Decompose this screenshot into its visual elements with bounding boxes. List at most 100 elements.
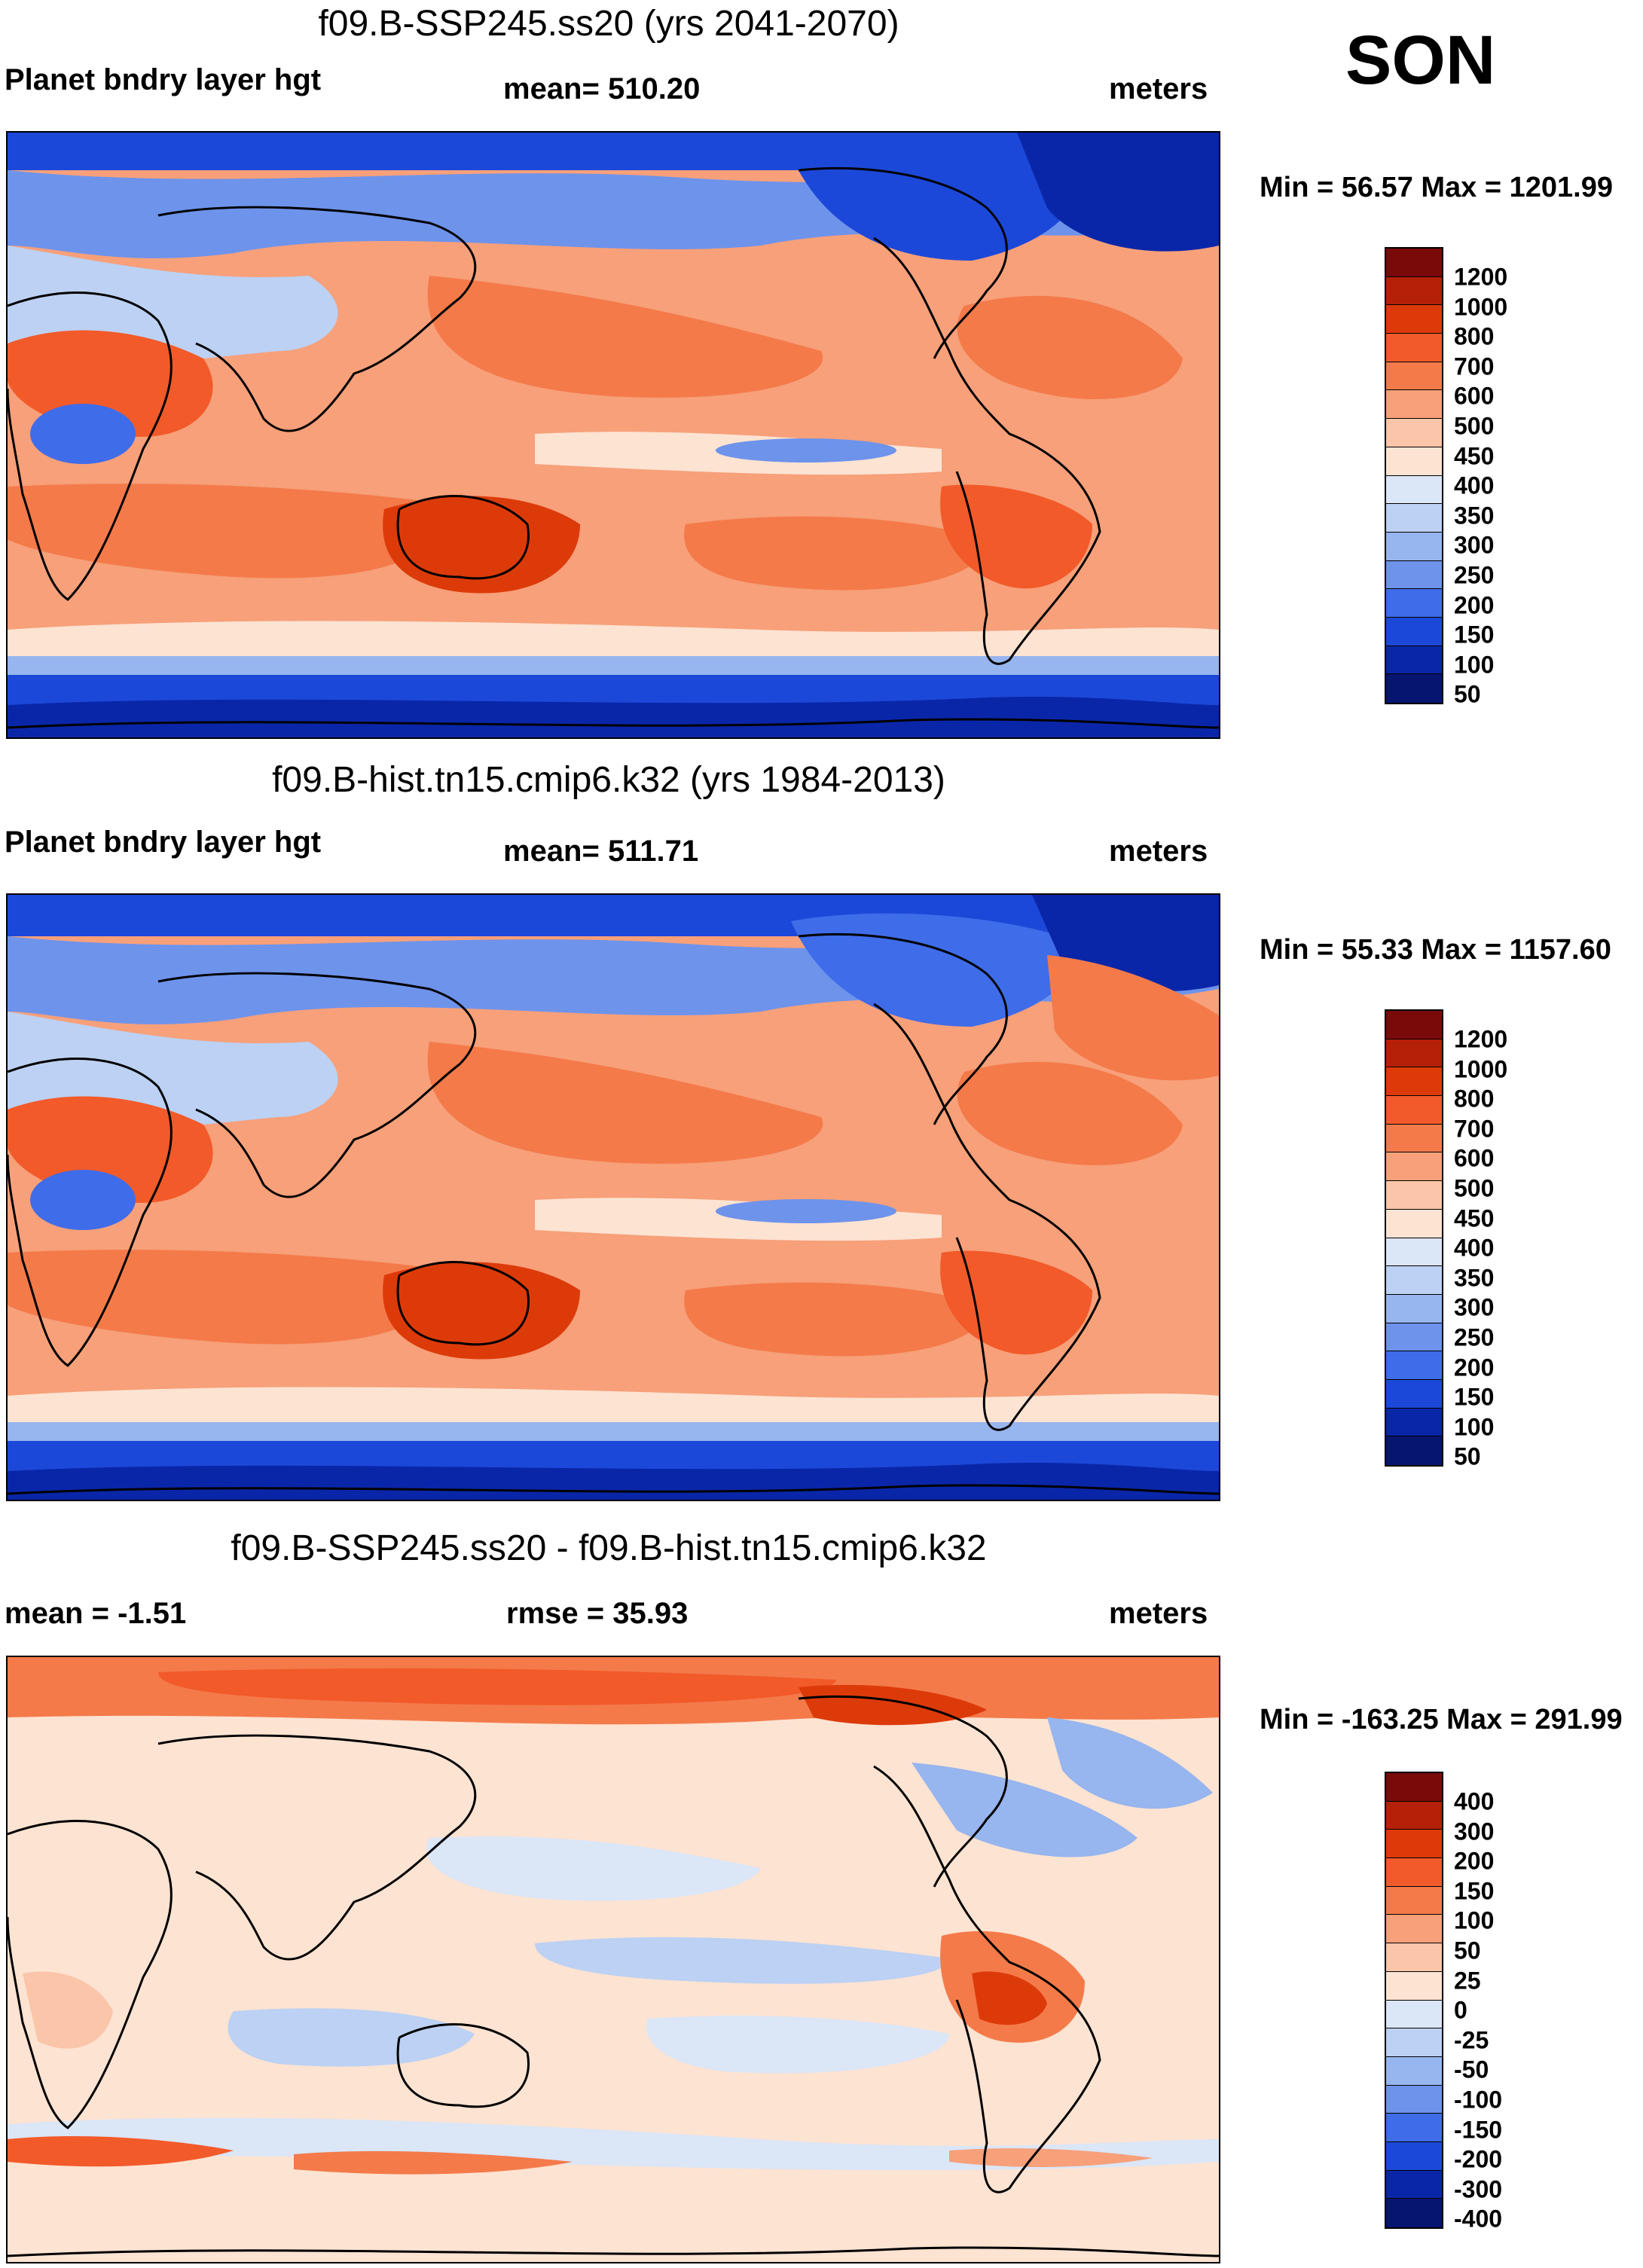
panel1-swatch xyxy=(1386,362,1442,391)
panel2-tick: 500 xyxy=(1454,1174,1495,1202)
panel3-tick: -300 xyxy=(1454,2175,1503,2203)
panel3-swatch xyxy=(1386,2000,1442,2029)
season-label: SON xyxy=(1345,22,1496,99)
panel1-swatch xyxy=(1386,560,1442,590)
panel2-swatch xyxy=(1386,1152,1442,1182)
panel2-swatch xyxy=(1386,1266,1442,1295)
panel3-map xyxy=(6,1656,1220,2263)
panel1-mean-label: mean= 510.20 xyxy=(503,72,701,105)
panel1-tick: 400 xyxy=(1454,472,1495,499)
panel2-tick: 350 xyxy=(1454,1264,1495,1292)
panel1-tick: 800 xyxy=(1454,322,1495,350)
panel3-tick: 150 xyxy=(1454,1877,1495,1905)
panel2-title: f09.B-hist.tn15.cmip6.k32 (yrs 1984-2013… xyxy=(272,760,945,800)
panel1-tick: 500 xyxy=(1454,412,1495,440)
panel2-tick: 400 xyxy=(1454,1234,1495,1262)
panel3-tick: 25 xyxy=(1454,1967,1481,1995)
panel3-tick: -150 xyxy=(1454,2116,1503,2144)
panel3-tick: -25 xyxy=(1454,2026,1489,2054)
panel2-swatch xyxy=(1386,1379,1442,1409)
panel2-tick: 300 xyxy=(1454,1293,1495,1321)
panel1-tick: 250 xyxy=(1454,561,1495,589)
panel1-swatch xyxy=(1386,249,1442,277)
panel2-swatch xyxy=(1386,1124,1442,1153)
panel3-swatch xyxy=(1386,2141,1442,2171)
panel2-tick: 200 xyxy=(1454,1354,1495,1381)
panel3-swatch xyxy=(1386,1858,1442,1887)
panel2-swatch xyxy=(1386,1351,1442,1380)
panel3-minmax: Min = -163.25 Max = 291.99 xyxy=(1260,1704,1623,1735)
panel2-tick: 600 xyxy=(1454,1144,1495,1172)
panel3-tick: 300 xyxy=(1454,1818,1495,1845)
panel3-rmse-label: rmse = 35.93 xyxy=(506,1597,689,1630)
panel3-tick: -400 xyxy=(1454,2205,1503,2233)
panel1-swatch xyxy=(1386,532,1442,561)
panel3-tick: 0 xyxy=(1454,1996,1467,2024)
panel1-swatch xyxy=(1386,589,1442,618)
panel2-swatch xyxy=(1386,1039,1442,1068)
panel1-swatch xyxy=(1386,305,1442,334)
panel3-swatch xyxy=(1386,2085,1442,2114)
panel2-tick: 100 xyxy=(1454,1413,1495,1441)
panel2-swatch xyxy=(1386,1238,1442,1267)
panel3-tick: 50 xyxy=(1454,1937,1481,1964)
panel1-variable-label: Planet bndry layer hgt xyxy=(5,63,322,96)
panel3-swatch xyxy=(1386,1915,1442,1944)
panel3-swatch xyxy=(1386,1773,1442,1802)
panel1-tick: 1000 xyxy=(1454,293,1508,321)
panel1-swatch xyxy=(1386,617,1442,646)
panel3-tick: 100 xyxy=(1454,1906,1495,1934)
panel3-swatch xyxy=(1386,2114,1442,2142)
panel3-swatch xyxy=(1386,2028,1442,2057)
panel2-tick: 800 xyxy=(1454,1085,1495,1113)
panel1-map xyxy=(6,131,1220,739)
panel3-swatch xyxy=(1386,1943,1442,1972)
panel1-swatch xyxy=(1386,646,1442,675)
panel3-swatch xyxy=(1386,1830,1442,1859)
panel3-swatch xyxy=(1386,2056,1442,2086)
panel3-colorbar xyxy=(1385,1772,1443,2229)
panel1-swatch xyxy=(1386,504,1442,533)
panel3-swatch xyxy=(1386,1801,1442,1830)
panel1-tick: 200 xyxy=(1454,591,1495,619)
panel2-units-label: meters xyxy=(1109,835,1208,868)
panel2-map xyxy=(6,893,1220,1501)
panel1-tick: 100 xyxy=(1454,651,1495,679)
panel3-swatch xyxy=(1386,2199,1442,2227)
panel3-tick: -200 xyxy=(1454,2145,1503,2173)
panel1-units-label: meters xyxy=(1109,72,1208,105)
panel2-tick: 700 xyxy=(1454,1115,1495,1143)
panel2-swatch xyxy=(1386,1436,1442,1465)
panel3-mean-label: mean = -1.51 xyxy=(5,1597,187,1630)
panel1-swatch xyxy=(1386,419,1442,447)
panel1-tick: 300 xyxy=(1454,531,1495,559)
panel1-swatch xyxy=(1386,390,1442,420)
panel2-tick: 1000 xyxy=(1454,1055,1508,1083)
panel1-tick: 150 xyxy=(1454,621,1495,649)
panel3-swatch xyxy=(1386,2170,1442,2199)
panel1-swatch xyxy=(1386,447,1442,476)
panel1-swatch xyxy=(1386,475,1442,505)
panel2-variable-label: Planet bndry layer hgt xyxy=(5,826,322,859)
panel2-mean-label: mean= 511.71 xyxy=(503,835,699,868)
panel2-swatch xyxy=(1386,1011,1442,1039)
panel2-swatch xyxy=(1386,1323,1442,1352)
panel2-swatch xyxy=(1386,1067,1442,1097)
panel1-swatch xyxy=(1386,334,1442,362)
panel1-title: f09.B-SSP245.ss20 (yrs 2041-2070) xyxy=(318,4,899,44)
panel1-swatch xyxy=(1386,674,1442,703)
panel3-tick: -50 xyxy=(1454,2056,1489,2083)
panel2-tick: 1200 xyxy=(1454,1025,1508,1053)
panel2-swatch xyxy=(1386,1408,1442,1437)
panel2-swatch xyxy=(1386,1294,1442,1323)
panel2-tick: 450 xyxy=(1454,1204,1495,1232)
panel2-tick: 50 xyxy=(1454,1442,1481,1470)
panel2-tick: 250 xyxy=(1454,1323,1495,1351)
panel1-tick: 350 xyxy=(1454,502,1495,530)
panel3-tick: -100 xyxy=(1454,2086,1503,2114)
panel1-minmax: Min = 56.57 Max = 1201.99 xyxy=(1260,172,1613,203)
panel3-swatch xyxy=(1386,1886,1442,1915)
panel3-tick: 200 xyxy=(1454,1847,1495,1875)
panel2-swatch xyxy=(1386,1209,1442,1238)
panel3-units-label: meters xyxy=(1109,1597,1208,1630)
